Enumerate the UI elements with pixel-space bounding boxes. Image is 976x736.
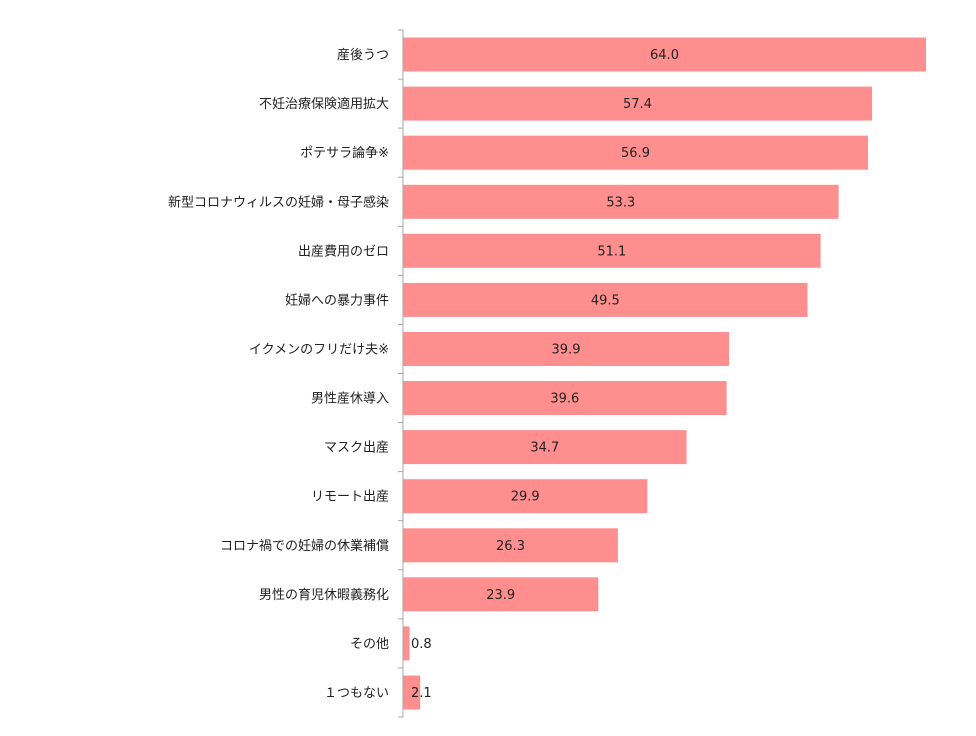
category-label-3: 新型コロナウィルスの妊婦・母子感染 — [168, 194, 389, 210]
bar-10 — [403, 528, 618, 563]
category-label-9: リモート出産 — [311, 489, 389, 505]
bar-7 — [403, 381, 727, 415]
value-label-6: 39.9 — [552, 343, 581, 358]
bars-layer — [403, 37, 926, 710]
category-label-8: マスク出産 — [324, 440, 389, 456]
value-label-12: 0.8 — [411, 637, 432, 652]
category-label-0: 産後うつ — [337, 47, 389, 63]
category-label-7: 男性産休導入 — [311, 391, 389, 407]
category-label-1: 不妊治療保険適用拡大 — [259, 96, 389, 112]
bar-12 — [403, 626, 410, 661]
category-label-11: 男性の育児休暇義務化 — [259, 587, 389, 603]
value-label-11: 23.9 — [486, 588, 515, 603]
bar-3 — [403, 184, 839, 219]
bar-2 — [403, 135, 868, 170]
value-label-3: 53.3 — [606, 195, 635, 210]
category-label-2: ポテサラ論争※ — [300, 145, 389, 161]
value-label-9: 29.9 — [511, 490, 540, 505]
value-label-0: 64.0 — [650, 48, 679, 63]
bar-0 — [403, 37, 926, 72]
value-label-4: 51.1 — [597, 244, 626, 259]
axis-layer — [398, 29, 404, 718]
bar-11 — [403, 577, 599, 612]
value-label-2: 56.9 — [621, 146, 650, 161]
value-label-7: 39.6 — [550, 392, 579, 407]
category-label-4: 出産費用のゼロ — [298, 243, 389, 259]
category-label-10: コロナ禍での妊婦の休業補償 — [220, 538, 389, 554]
bar-1 — [403, 86, 873, 121]
bar-8 — [403, 430, 687, 465]
bar-4 — [403, 233, 821, 268]
category-label-5: 妊婦への暴力事件 — [285, 292, 389, 308]
bar-6 — [403, 332, 730, 366]
value-label-10: 26.3 — [496, 539, 525, 554]
value-label-1: 57.4 — [623, 97, 652, 112]
bar-5 — [403, 282, 808, 317]
category-label-6: イクメンのフリだけ夫※ — [249, 343, 389, 358]
value-label-5: 49.5 — [591, 293, 620, 308]
category-label-13: １つもない — [324, 686, 389, 701]
bar-9 — [403, 479, 648, 514]
bar-13 — [403, 675, 421, 710]
value-label-8: 34.7 — [530, 441, 559, 456]
labels-layer: 産後うつ 64.0 不妊治療保険適用拡大 57.4 ポテサラ論争※ 56.9 新型コロナウィ… — [168, 47, 679, 701]
value-label-13: 2.1 — [411, 686, 432, 701]
category-label-12: その他 — [350, 637, 389, 652]
